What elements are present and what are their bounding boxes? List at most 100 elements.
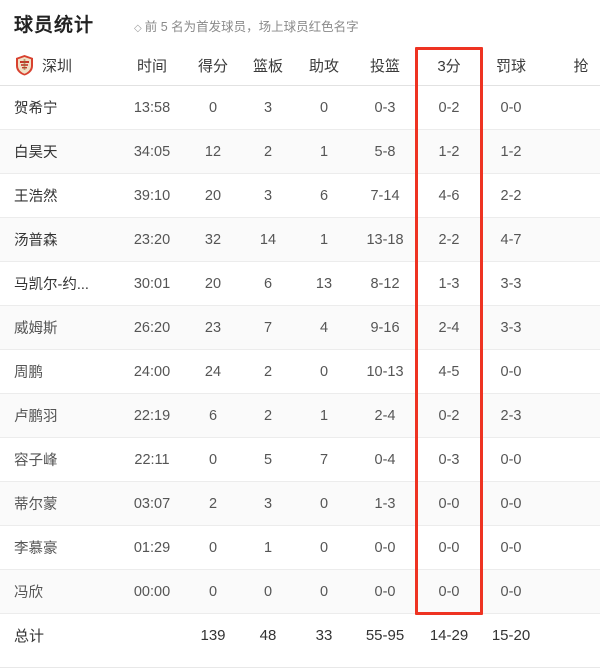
player-fieldgoals: 7-14 bbox=[352, 173, 418, 218]
total-time bbox=[118, 613, 186, 657]
player-points: 2 bbox=[186, 481, 240, 526]
player-rebounds: 6 bbox=[240, 261, 296, 306]
player-name[interactable]: 李慕豪 bbox=[0, 525, 118, 570]
table-row[interactable]: 王浩然 39:10 20 3 6 7-14 4-6 2-2 bbox=[0, 173, 600, 218]
player-time: 00:00 bbox=[118, 569, 186, 614]
player-points: 0 bbox=[186, 437, 240, 482]
table-row[interactable]: 周鹏 24:00 24 2 0 10-13 4-5 0-0 bbox=[0, 349, 600, 394]
player-time: 22:19 bbox=[118, 393, 186, 438]
table-row[interactable]: 李慕豪 01:29 0 1 0 0-0 0-0 0-0 bbox=[0, 525, 600, 570]
player-rebounds: 0 bbox=[240, 569, 296, 614]
player-freethrows: 1-2 bbox=[480, 129, 542, 174]
player-time: 13:58 bbox=[118, 85, 186, 130]
total-threepointers: 14-29 bbox=[418, 613, 480, 657]
player-threepointers: 0-0 bbox=[418, 481, 480, 526]
column-header-freethrows[interactable]: 罚球 bbox=[480, 45, 542, 86]
player-name[interactable]: 马凯尔-约... bbox=[0, 261, 118, 306]
player-assists: 0 bbox=[296, 525, 352, 570]
player-fieldgoals: 5-8 bbox=[352, 129, 418, 174]
player-name[interactable]: 容子峰 bbox=[0, 437, 118, 482]
table-row[interactable]: 威姆斯 26:20 23 7 4 9-16 2-4 3-3 bbox=[0, 305, 600, 350]
player-threepointers: 0-2 bbox=[418, 85, 480, 130]
player-fieldgoals: 10-13 bbox=[352, 349, 418, 394]
player-rebounds: 3 bbox=[240, 173, 296, 218]
player-freethrows: 0-0 bbox=[480, 525, 542, 570]
column-header-assists[interactable]: 助攻 bbox=[296, 45, 352, 86]
total-assists: 33 bbox=[296, 613, 352, 657]
player-threepointers: 0-0 bbox=[418, 525, 480, 570]
player-points: 0 bbox=[186, 525, 240, 570]
player-freethrows: 0-0 bbox=[480, 481, 542, 526]
player-rebounds: 14 bbox=[240, 217, 296, 262]
column-header-threepointers[interactable]: 3分 bbox=[418, 45, 480, 86]
player-points: 20 bbox=[186, 173, 240, 218]
column-header-time[interactable]: 时间 bbox=[118, 45, 186, 86]
table-row[interactable]: 马凯尔-约... 30:01 20 6 13 8-12 1-3 3-3 bbox=[0, 261, 600, 306]
table-row[interactable]: 贺希宁 13:58 0 3 0 0-3 0-2 0-0 bbox=[0, 85, 600, 130]
player-points: 23 bbox=[186, 305, 240, 350]
table-row[interactable]: 汤普森 23:20 32 14 1 13-18 2-2 4-7 bbox=[0, 217, 600, 262]
player-time: 23:20 bbox=[118, 217, 186, 262]
player-assists: 1 bbox=[296, 393, 352, 438]
player-time: 34:05 bbox=[118, 129, 186, 174]
table-row[interactable]: 容子峰 22:11 0 5 7 0-4 0-3 0-0 bbox=[0, 437, 600, 482]
player-threepointers: 4-6 bbox=[418, 173, 480, 218]
player-name[interactable]: 白昊天 bbox=[0, 129, 118, 174]
player-time: 03:07 bbox=[118, 481, 186, 526]
player-freethrows: 3-3 bbox=[480, 261, 542, 306]
total-label: 总计 bbox=[0, 613, 118, 657]
player-points: 6 bbox=[186, 393, 240, 438]
player-steals bbox=[542, 481, 600, 526]
player-name[interactable]: 周鹏 bbox=[0, 349, 118, 394]
player-freethrows: 3-3 bbox=[480, 305, 542, 350]
player-assists: 0 bbox=[296, 569, 352, 614]
table-row[interactable]: 冯欣 00:00 0 0 0 0-0 0-0 0-0 bbox=[0, 569, 600, 614]
player-fieldgoals: 8-12 bbox=[352, 261, 418, 306]
table-row[interactable]: 卢鹏羽 22:19 6 2 1 2-4 0-2 2-3 bbox=[0, 393, 600, 438]
player-rebounds: 7 bbox=[240, 305, 296, 350]
player-points: 12 bbox=[186, 129, 240, 174]
player-name[interactable]: 冯欣 bbox=[0, 569, 118, 614]
total-points: 139 bbox=[186, 613, 240, 657]
stats-table-container: 深圳 时间 得分 篮板 助攻 投篮 3分 罚球 抢 贺希宁 13:58 bbox=[0, 45, 600, 657]
player-name[interactable]: 贺希宁 bbox=[0, 85, 118, 130]
player-freethrows: 0-0 bbox=[480, 569, 542, 614]
player-fieldgoals: 13-18 bbox=[352, 217, 418, 262]
player-name[interactable]: 汤普森 bbox=[0, 217, 118, 262]
player-freethrows: 2-3 bbox=[480, 393, 542, 438]
player-fieldgoals: 9-16 bbox=[352, 305, 418, 350]
player-steals bbox=[542, 525, 600, 570]
player-steals bbox=[542, 349, 600, 394]
player-steals bbox=[542, 217, 600, 262]
player-steals bbox=[542, 569, 600, 614]
player-freethrows: 0-0 bbox=[480, 437, 542, 482]
player-threepointers: 0-2 bbox=[418, 393, 480, 438]
table-row[interactable]: 蒂尔蒙 03:07 2 3 0 1-3 0-0 0-0 bbox=[0, 481, 600, 526]
column-header-steals[interactable]: 抢 bbox=[542, 45, 600, 86]
column-header-rebounds[interactable]: 篮板 bbox=[240, 45, 296, 86]
player-threepointers: 4-5 bbox=[418, 349, 480, 394]
total-rebounds: 48 bbox=[240, 613, 296, 657]
player-steals bbox=[542, 261, 600, 306]
player-name[interactable]: 蒂尔蒙 bbox=[0, 481, 118, 526]
column-header-fieldgoals[interactable]: 投篮 bbox=[352, 45, 418, 86]
player-name[interactable]: 威姆斯 bbox=[0, 305, 118, 350]
player-freethrows: 4-7 bbox=[480, 217, 542, 262]
player-threepointers: 0-0 bbox=[418, 569, 480, 614]
player-steals bbox=[542, 437, 600, 482]
player-fieldgoals: 0-0 bbox=[352, 525, 418, 570]
player-name[interactable]: 卢鹏羽 bbox=[0, 393, 118, 438]
team-header-cell: 深圳 bbox=[0, 45, 118, 86]
player-freethrows: 0-0 bbox=[480, 349, 542, 394]
player-stats-table: 深圳 时间 得分 篮板 助攻 投篮 3分 罚球 抢 贺希宁 13:58 bbox=[0, 45, 600, 657]
player-points: 0 bbox=[186, 85, 240, 130]
player-points: 32 bbox=[186, 217, 240, 262]
player-threepointers: 1-3 bbox=[418, 261, 480, 306]
player-name[interactable]: 王浩然 bbox=[0, 173, 118, 218]
player-rebounds: 2 bbox=[240, 393, 296, 438]
player-assists: 1 bbox=[296, 217, 352, 262]
column-header-points[interactable]: 得分 bbox=[186, 45, 240, 86]
player-rebounds: 3 bbox=[240, 85, 296, 130]
table-row[interactable]: 白昊天 34:05 12 2 1 5-8 1-2 1-2 bbox=[0, 129, 600, 174]
player-assists: 0 bbox=[296, 349, 352, 394]
